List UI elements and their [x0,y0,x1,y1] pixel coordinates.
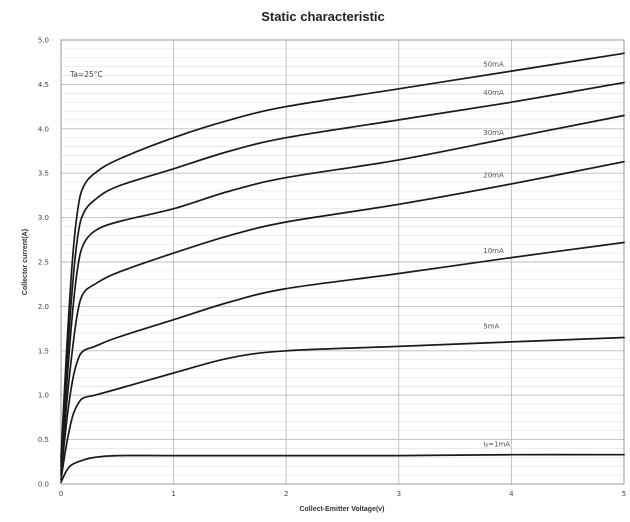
x-tick-label: 1 [171,490,175,498]
y-tick-label: 5.0 [38,37,49,45]
grid [60,39,625,485]
series-line [60,114,625,468]
series-label: 20mA [483,172,504,180]
series-line [60,336,625,481]
series-line [60,81,625,463]
chart-title: Static characteristic [261,9,385,24]
y-tick-label: 2.5 [38,259,49,267]
x-tick-label: 0 [59,490,63,498]
curve-labels: 50mA 40mA 30mA 20mA 10mA 5mA Iᵦ=1mA [483,61,510,449]
series-line [60,160,625,472]
series-line [60,453,625,484]
x-tick-label: 4 [509,490,514,498]
series-label: 5mA [483,323,499,331]
temperature-annotation: Ta=25°C [69,70,103,79]
series-label: 10mA [483,247,504,255]
curves [60,52,625,484]
series-label: Iᵦ=1mA [483,441,510,449]
x-axis-label: Collect-Emitter Voltage(v) [299,506,384,513]
y-tick-label: 1.0 [38,392,49,400]
series-label: 30mA [483,129,504,137]
y-tick-label: 4.5 [38,81,49,89]
series-line [60,52,625,459]
series-line [60,241,625,476]
y-tick-label: 4.0 [38,125,49,133]
y-tick-label: 0.5 [38,436,49,444]
y-tick-label: 3.0 [38,214,49,222]
y-tick-label: 2.0 [38,303,49,311]
y-tick-label: 0.0 [38,481,49,489]
y-tick-label: 1.5 [38,347,49,355]
y-axis-ticks: 0.0 0.5 1.0 1.5 2.0 2.5 3.0 3.5 4.0 4.5 5.0 [38,37,49,489]
y-tick-label: 3.5 [38,170,49,178]
plot-frame [60,39,625,485]
x-tick-label: 5 [622,490,626,498]
x-axis-ticks: 0 1 2 3 4 5 [59,490,626,498]
y-axis-label: Collector current(A) [22,229,29,295]
series-label: 40mA [483,89,504,97]
x-tick-label: 3 [397,490,401,498]
x-tick-label: 2 [284,490,288,498]
series-label: 50mA [483,61,504,69]
